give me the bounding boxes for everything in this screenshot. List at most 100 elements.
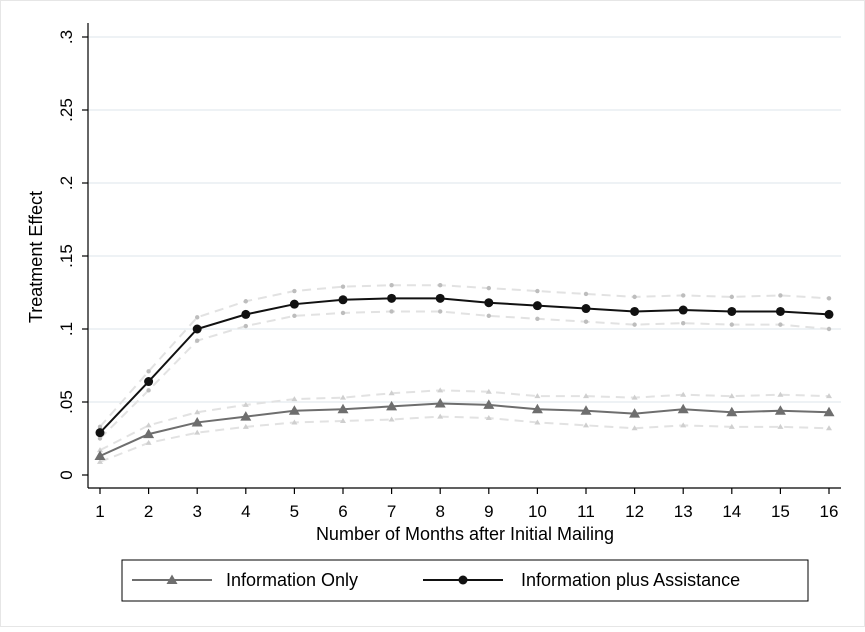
ci-point: [388, 416, 395, 422]
ci-point: [438, 283, 443, 288]
y-axis-title: Treatment Effect: [26, 191, 46, 323]
ci-point: [535, 316, 540, 321]
data-point: [824, 309, 834, 319]
x-tick-label: 7: [387, 502, 396, 521]
x-tick-label: 2: [144, 502, 153, 521]
x-tick-label: 3: [192, 502, 201, 521]
ci-point: [535, 288, 540, 294]
ci-line-ci-upper: [99, 284, 830, 428]
data-point: [241, 309, 251, 319]
data-point: [727, 306, 737, 316]
data-point: [823, 406, 835, 417]
ci-point: [146, 388, 151, 393]
data-point: [531, 403, 543, 414]
x-tick-label: 16: [820, 502, 839, 521]
ci-point: [583, 291, 589, 297]
ci-point: [195, 338, 200, 343]
data-point: [192, 324, 202, 334]
data-point: [678, 305, 688, 315]
ci-point: [680, 391, 687, 397]
data-point: [143, 428, 155, 439]
ci-point: [195, 315, 200, 320]
ci-point: [340, 417, 346, 423]
x-tick-label: 1: [95, 502, 104, 521]
x-tick-label: 4: [241, 502, 250, 521]
data-point: [387, 293, 397, 303]
ci-point: [388, 390, 395, 396]
ci-point: [389, 309, 394, 314]
data-point: [191, 416, 203, 427]
ci-point: [729, 322, 734, 327]
ci-point: [534, 393, 541, 399]
data-point: [630, 306, 640, 316]
ci-point: [631, 425, 638, 431]
ci-point: [340, 284, 346, 289]
ci-point: [242, 423, 249, 429]
confidence-bands: [97, 283, 832, 464]
ci-point: [778, 322, 783, 327]
ci-point: [826, 326, 832, 332]
ci-point: [632, 322, 637, 327]
ci-point: [97, 424, 103, 430]
ci-point: [777, 423, 784, 429]
ci-line-ci-upper: [99, 389, 830, 452]
x-tick-label: 11: [577, 502, 595, 521]
ci-point: [243, 323, 248, 329]
data-point: [386, 400, 398, 411]
ci-point: [729, 294, 734, 300]
series-lines: [94, 293, 835, 461]
ci-point: [778, 293, 783, 298]
legend-marker: [458, 575, 468, 585]
ci-point: [681, 293, 686, 298]
ci-point: [728, 393, 735, 399]
y-tick-label: .25: [57, 98, 76, 122]
data-point: [434, 397, 446, 408]
ci-point: [292, 313, 297, 319]
data-point: [337, 403, 349, 414]
y-tick-label: .05: [57, 390, 76, 414]
data-point: [629, 408, 641, 418]
ci-point: [680, 422, 687, 428]
ci-point: [486, 313, 491, 319]
ci-point: [194, 409, 201, 415]
data-point: [532, 301, 542, 311]
series-line-1: [99, 297, 830, 434]
ci-point: [242, 401, 249, 407]
data-point: [677, 403, 689, 414]
ci-point: [485, 388, 492, 394]
ci-point: [485, 415, 492, 421]
legend-label: Information Only: [226, 570, 358, 590]
ci-point: [97, 447, 103, 453]
data-point: [338, 295, 348, 305]
ci-line-ci-lower: [99, 415, 830, 463]
ci-point: [97, 458, 103, 464]
ci-point: [777, 391, 784, 397]
ci-point: [291, 419, 298, 425]
x-tick-label: 13: [674, 502, 693, 521]
data-point: [288, 405, 300, 415]
data-point: [483, 399, 495, 409]
legend: Information Only Information plus Assista…: [121, 559, 809, 602]
data-point: [435, 293, 445, 303]
ci-point: [632, 294, 637, 300]
x-tick-label: 10: [528, 502, 547, 521]
x-tick-label: 9: [484, 502, 493, 521]
ci-point: [145, 439, 152, 445]
ci-point: [583, 422, 589, 428]
axes: 0.05.1.15.2.25.31 2 3 4 5 6 7 8 9 10 11 12 13 14 15 16: [57, 23, 841, 521]
y-tick-label: .3: [57, 30, 76, 44]
legend-marker: [166, 574, 178, 584]
data-point: [581, 304, 591, 314]
data-point: [726, 406, 738, 417]
ci-point: [340, 310, 346, 316]
ci-point: [826, 425, 832, 431]
data-point: [775, 306, 785, 316]
ci-point: [292, 288, 297, 294]
y-tick-label: 0: [57, 470, 76, 479]
x-tick-label: 8: [435, 502, 444, 521]
data-point: [289, 299, 299, 309]
x-tick-label: 14: [722, 502, 741, 521]
ci-point: [438, 309, 443, 314]
data-point: [580, 405, 592, 415]
